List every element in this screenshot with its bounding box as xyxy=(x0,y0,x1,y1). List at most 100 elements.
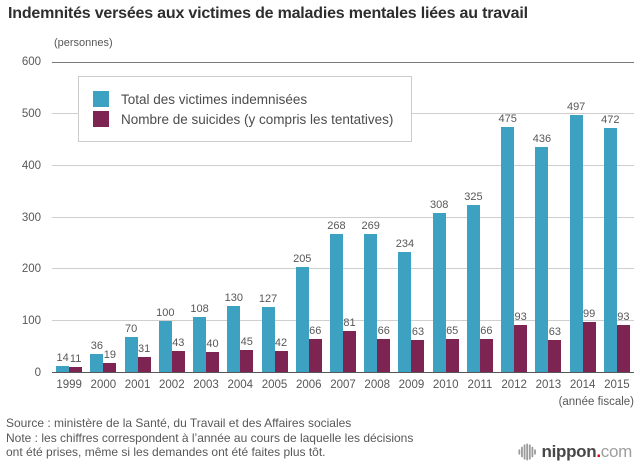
plot-area: 14 11 1999 36 19 2000 70 31 2001 100 43 2002 108 40 20… xyxy=(52,62,634,391)
suicides-bar-2015: 93 xyxy=(616,311,630,373)
total-value-2011: 325 xyxy=(464,190,483,203)
x-tick-2002: 2002 xyxy=(159,379,185,391)
suicides-value-2015: 93 xyxy=(617,310,630,323)
bar-group-2007: 268 81 2007 xyxy=(326,62,360,391)
y-tick-500: 500 xyxy=(21,107,41,120)
bar-group-2012: 475 93 2012 xyxy=(497,62,531,391)
suicides-bar-2007: 81 xyxy=(342,317,356,373)
gridline-100 xyxy=(52,320,634,322)
total-bar-2010: 308 xyxy=(430,199,448,373)
nippon-logo: nippon.com xyxy=(518,442,632,462)
y-tick-300: 300 xyxy=(21,211,41,224)
total-bar-2003: 108 xyxy=(190,303,209,373)
total-bar-2011: 325 xyxy=(464,191,483,373)
x-tick-2001: 2001 xyxy=(124,379,151,391)
suicides-value-2012: 93 xyxy=(514,310,527,323)
total-value-2002: 100 xyxy=(156,307,175,320)
bar-group-1999: 14 11 1999 xyxy=(52,62,86,391)
suicides-bar-2013: 63 xyxy=(548,326,562,373)
bar-group-2003: 108 40 2003 xyxy=(189,62,223,391)
x-tick-2004: 2004 xyxy=(227,379,254,391)
x-tick-2010: 2010 xyxy=(432,379,459,391)
nippon-logo-text: nippon.com xyxy=(541,442,632,462)
bar-group-2001: 70 31 2001 xyxy=(120,62,154,391)
gridline-400 xyxy=(52,164,634,166)
bar-group-2011: 325 66 2011 xyxy=(463,62,497,391)
bar-group-2006: 205 66 2006 xyxy=(292,62,326,391)
x-tick-2014: 2014 xyxy=(569,379,596,391)
total-value-2006: 205 xyxy=(293,252,312,265)
suicides-value-2003: 40 xyxy=(206,338,219,351)
x-tick-2015: 2015 xyxy=(604,379,630,391)
note-text-line2: ont été prises, même si les demandes ont… xyxy=(6,445,326,459)
suicides-value-2014: 99 xyxy=(583,307,596,320)
x-tick-2009: 2009 xyxy=(398,379,425,391)
logo-dot: . xyxy=(596,442,601,461)
total-bar-2014: 497 xyxy=(567,101,585,373)
total-value-2015: 472 xyxy=(601,114,620,127)
y-tick-400: 400 xyxy=(21,159,41,172)
suicides-bar-2014: 99 xyxy=(582,308,596,373)
gridline-300 xyxy=(52,216,634,218)
suicides-bar-2010: 65 xyxy=(445,325,459,373)
legend-item-suicides: Nombre de suicides (y compris les tentat… xyxy=(93,111,393,127)
bar-group-2014: 497 99 2014 xyxy=(566,62,600,391)
bar-group-2015: 472 93 2015 xyxy=(600,62,634,391)
legend-label-suicides: Nombre de suicides (y compris les tentat… xyxy=(121,111,394,127)
suicides-value-2011: 66 xyxy=(480,324,493,337)
y-tick-0: 0 xyxy=(34,367,41,379)
total-value-2001: 70 xyxy=(124,322,138,335)
suicides-bar-1999: 11 xyxy=(69,353,83,373)
gridline-200 xyxy=(52,268,634,270)
suicides-bar-2002: 43 xyxy=(171,337,185,373)
suicides-bar-2003: 40 xyxy=(206,338,220,373)
y-tick-200: 200 xyxy=(21,263,41,276)
total-value-2014: 497 xyxy=(566,101,586,114)
suicides-value-2004: 45 xyxy=(240,335,253,348)
suicides-bar-2001: 31 xyxy=(137,343,151,373)
x-tick-2013: 2013 xyxy=(535,379,562,391)
y-tick-600: 600 xyxy=(21,56,41,68)
total-value-2010: 308 xyxy=(430,199,449,212)
bar-group-2004: 130 45 2004 xyxy=(223,62,257,391)
total-value-2003: 108 xyxy=(190,303,209,316)
total-bar-2009: 234 xyxy=(396,238,414,373)
total-bar-2004: 130 xyxy=(225,292,243,373)
gridline-600 xyxy=(52,62,634,63)
legend-label-total: Total des victimes indemnisées xyxy=(121,91,308,107)
x-tick-2008: 2008 xyxy=(364,379,391,391)
total-bar-2012: 475 xyxy=(498,113,517,373)
bar-group-2013: 436 63 2013 xyxy=(531,62,565,391)
total-bar-2006: 205 xyxy=(293,253,311,373)
bar-group-2000: 36 19 2000 xyxy=(86,62,120,391)
total-value-2009: 234 xyxy=(395,237,415,250)
total-value-2000: 36 xyxy=(90,340,103,353)
suicides-bar-2011: 66 xyxy=(479,325,493,373)
total-value-2013: 436 xyxy=(532,133,552,146)
suicides-bar-2000: 19 xyxy=(103,349,117,373)
bar-groups: 14 11 1999 36 19 2000 70 31 2001 100 43 2002 108 40 20… xyxy=(52,62,634,391)
suicides-bar-2005: 42 xyxy=(274,337,288,373)
note-text-line1: Note : les chiffres correspondent à l’an… xyxy=(6,430,414,445)
suicides-value-2001: 31 xyxy=(137,342,151,355)
logo-tld: com xyxy=(600,442,633,461)
total-value-2007: 268 xyxy=(327,220,346,233)
suicides-value-2010: 65 xyxy=(446,325,459,338)
bar-group-2005: 127 42 2005 xyxy=(257,62,291,391)
total-value-2008: 269 xyxy=(361,219,380,232)
bar-group-2009: 234 63 2009 xyxy=(394,62,428,391)
y-axis-ticks: 0 100 200 300 400 500 600 xyxy=(0,56,45,379)
suicide-series-swatch xyxy=(93,111,109,127)
total-bar-2007: 268 xyxy=(327,220,346,373)
total-bar-2008: 269 xyxy=(362,220,380,373)
total-value-1999: 14 xyxy=(56,351,69,364)
footer: Source : ministère de la Santé, du Trava… xyxy=(6,416,413,460)
suicides-bar-2008: 66 xyxy=(377,325,391,373)
x-tick-2012: 2012 xyxy=(501,379,527,391)
x-tick-2003: 2003 xyxy=(193,379,219,391)
suicides-value-2002: 43 xyxy=(172,336,185,349)
y-axis-unit-label: (personnes) xyxy=(54,37,113,49)
suicides-bar-2012: 93 xyxy=(514,311,528,373)
total-bar-2001: 70 xyxy=(124,323,138,373)
suicides-value-2006: 66 xyxy=(309,324,322,337)
